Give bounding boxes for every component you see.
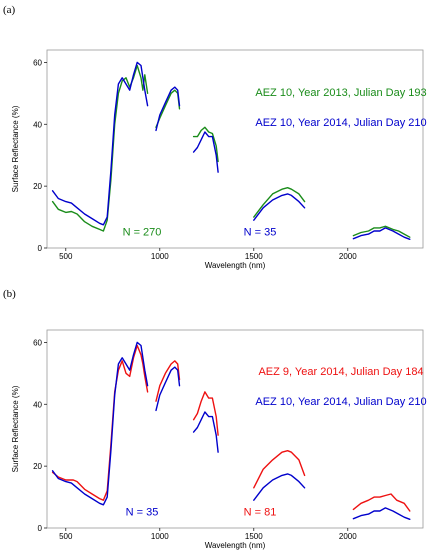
y-tick-label: 20 bbox=[33, 462, 42, 471]
sample-count-label: N = 81 bbox=[244, 507, 277, 519]
series-segment bbox=[155, 86, 181, 132]
series-segment bbox=[51, 341, 149, 506]
y-axis-title: Surface Reflectance (%) bbox=[11, 105, 20, 192]
x-tick-label: 500 bbox=[59, 532, 73, 541]
x-tick-label: 1000 bbox=[151, 252, 169, 261]
plot-frame bbox=[46, 49, 424, 249]
series-segment bbox=[253, 193, 306, 221]
series-segment bbox=[253, 473, 306, 501]
legend-entry: AEZ 10, Year 2014, Julian Day 210 bbox=[255, 117, 426, 129]
x-tick-label: 2000 bbox=[339, 252, 357, 261]
x-tick-label: 500 bbox=[59, 252, 73, 261]
series-segment bbox=[192, 131, 219, 173]
sample-count-label: N = 35 bbox=[126, 507, 159, 519]
chart-panel-1: (a) 500 1000 1500 2000 0 20 40 60 Wavelength (nm)… bbox=[3, 4, 427, 270]
series-segment bbox=[192, 126, 219, 163]
y-axis-title: Surface Reflectance (%) bbox=[11, 385, 20, 472]
y-tick-label: 40 bbox=[33, 400, 42, 409]
series-segment bbox=[253, 187, 306, 218]
series-segment bbox=[253, 450, 306, 489]
series-segment bbox=[51, 61, 149, 226]
x-axis-title: Wavelength (nm) bbox=[205, 261, 266, 270]
y-tick-label: 0 bbox=[38, 244, 43, 253]
x-tick-label: 1500 bbox=[245, 252, 263, 261]
series-segment bbox=[155, 366, 181, 412]
series-line-2 bbox=[51, 341, 411, 520]
series-segment bbox=[155, 89, 181, 128]
plot-frame bbox=[46, 329, 424, 529]
series-segment bbox=[352, 493, 411, 512]
y-tick-label: 20 bbox=[33, 182, 42, 191]
y-tick-label: 60 bbox=[33, 58, 42, 67]
panel-label: (a) bbox=[3, 4, 16, 16]
x-tick-label: 1500 bbox=[245, 532, 263, 541]
legend-entry: AEZ 10, Year 2014, Julian Day 210 bbox=[255, 396, 426, 408]
series-segment bbox=[51, 64, 149, 232]
series-segment bbox=[352, 507, 411, 520]
y-tick-label: 40 bbox=[33, 120, 42, 129]
series-segment bbox=[352, 227, 411, 240]
y-tick-label: 0 bbox=[38, 524, 43, 533]
sample-count-label: N = 270 bbox=[123, 227, 162, 239]
panel-label: (b) bbox=[3, 288, 16, 300]
series-line-2 bbox=[51, 61, 411, 240]
legend-entry: AEZ 10, Year 2013, Julian Day 193 bbox=[255, 87, 426, 99]
series-segment bbox=[192, 391, 219, 436]
legend-entry: AEZ 9, Year 2014, Julian Day 184 bbox=[258, 366, 423, 378]
y-tick-label: 60 bbox=[33, 338, 42, 347]
series-segment bbox=[192, 411, 219, 453]
series-segment bbox=[51, 344, 149, 501]
x-tick-label: 2000 bbox=[339, 532, 357, 541]
chart-panel-2: (b) 500 1000 1500 2000 0 20 40 60 Wavelength (nm)… bbox=[3, 288, 427, 550]
x-tick-label: 1000 bbox=[151, 532, 169, 541]
series-segment bbox=[155, 360, 181, 402]
x-axis-title: Wavelength (nm) bbox=[205, 541, 266, 550]
sample-count-label: N = 35 bbox=[244, 227, 277, 239]
series-segment bbox=[352, 225, 411, 238]
